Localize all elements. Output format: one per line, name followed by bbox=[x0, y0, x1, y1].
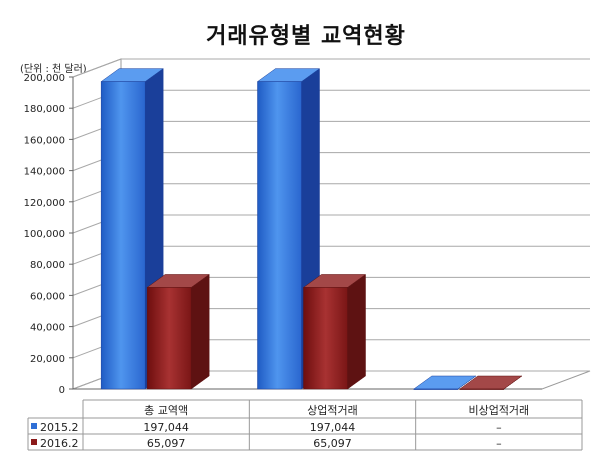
y-tick-label: 200,000 bbox=[24, 73, 65, 84]
y-tick-label: 100,000 bbox=[24, 229, 65, 240]
bar-0-0 bbox=[100, 68, 164, 390]
data-label: 65,097 bbox=[147, 437, 186, 450]
chart-title: 거래유형별 교역현황 bbox=[206, 24, 406, 49]
x-category-label: 총 교역액 bbox=[144, 404, 188, 417]
bar-1-0 bbox=[146, 273, 210, 390]
data-label: 65,097 bbox=[313, 437, 352, 450]
legend-label: 2016.2 bbox=[40, 437, 79, 450]
x-category-label: 비상업적거래 bbox=[468, 404, 529, 417]
bar-1-1 bbox=[302, 273, 367, 390]
legend-label: 2015.2 bbox=[40, 421, 79, 434]
data-label: – bbox=[496, 437, 502, 450]
gridline bbox=[72, 58, 590, 78]
data-label: 197,044 bbox=[310, 421, 356, 434]
y-tick-label: 180,000 bbox=[24, 104, 65, 115]
x-category-label: 상업적거래 bbox=[307, 404, 358, 417]
y-tick-label: 20,000 bbox=[30, 354, 65, 365]
y-tick-label: 60,000 bbox=[30, 291, 65, 302]
legend-swatch bbox=[31, 439, 37, 445]
bar-0-2 bbox=[413, 375, 477, 390]
legend-swatch bbox=[31, 423, 37, 429]
bar-1-2 bbox=[459, 375, 523, 390]
unit-label: (단위 : 천 달러) bbox=[20, 64, 87, 75]
y-tick-label: 0 bbox=[59, 385, 65, 396]
y-tick-label: 120,000 bbox=[24, 198, 65, 209]
data-label: – bbox=[496, 421, 502, 434]
y-tick-label: 140,000 bbox=[24, 167, 65, 178]
y-tick-label: 80,000 bbox=[30, 260, 65, 271]
y-tick-label: 160,000 bbox=[24, 135, 65, 146]
y-tick-label: 40,000 bbox=[30, 323, 65, 334]
data-label: 197,044 bbox=[143, 421, 189, 434]
